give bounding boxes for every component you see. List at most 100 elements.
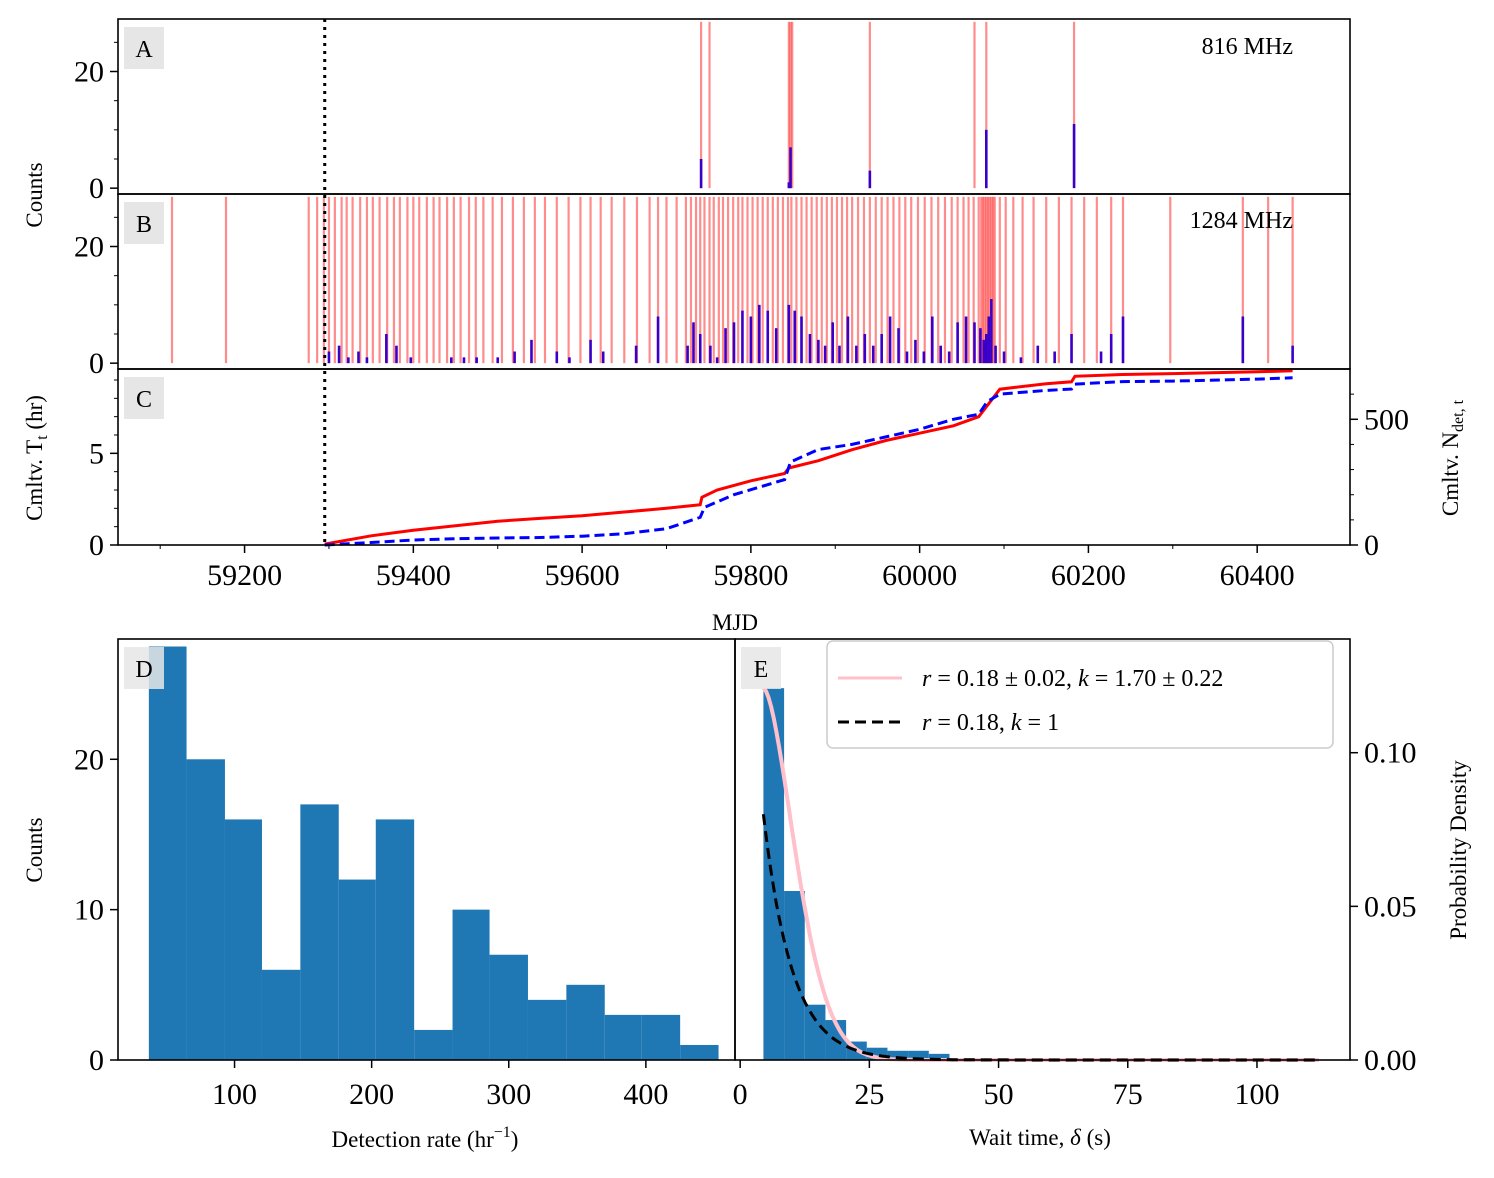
legend-exp-r: r	[922, 710, 932, 736]
x-tick-label: 59800	[713, 559, 788, 592]
legend-label-exponential: r = 0.18, k = 1	[922, 710, 1059, 736]
histogram-bar	[338, 879, 376, 1060]
histogram-bar	[763, 688, 785, 1060]
x-tick-label: 75	[1113, 1078, 1143, 1111]
x-label-e-end: (s)	[1081, 1125, 1111, 1150]
y-tick-label-right: 0.05	[1364, 890, 1417, 923]
freq-label-a: 816 MHz	[1202, 34, 1293, 60]
panel-c: 59200 59400 59600 59800 60000 60200 60400 0 5 0 50…	[89, 19, 1409, 592]
y-axis-label-c-right: Cmltv. Ndet, t	[1438, 399, 1467, 516]
y-tick-label: 0	[89, 172, 104, 205]
x-label-e-main: Wait time,	[969, 1125, 1070, 1150]
legend-weibull-mid: = 0.18 ± 0.02,	[931, 666, 1078, 692]
x-tick-label: 0	[733, 1078, 748, 1111]
y-tick-label-right: 500	[1364, 403, 1409, 436]
cumulative-detections-line	[324, 376, 1293, 547]
x-label-d-sup: −1	[494, 1124, 511, 1141]
x-label-d-main: Detection rate (hr	[332, 1127, 495, 1152]
x-tick-label: 59200	[207, 559, 282, 592]
legend-weibull-r: r	[922, 666, 932, 692]
y-label-c-unit: (hr)	[22, 395, 47, 435]
panel-label-box	[124, 647, 164, 689]
y-axis-label-e-right: Probability Density	[1446, 760, 1471, 940]
x-label-e-sym: δ	[1070, 1125, 1081, 1150]
x-tick-label: 25	[854, 1078, 884, 1111]
y-tick-label: 5	[89, 437, 104, 470]
x-tick-label: 400	[623, 1078, 668, 1111]
x-tick-label: 60200	[1051, 559, 1126, 592]
histogram-bar	[300, 804, 339, 1060]
y-axis-label-c: Cmltv. Tt (hr)	[22, 395, 51, 521]
panel-d: 100 200 300 400 0 10 20 D	[74, 638, 736, 1111]
x-tick-label: 200	[349, 1078, 394, 1111]
y-tick-label: 0	[89, 1044, 104, 1077]
histogram-bar	[641, 1014, 681, 1060]
panel-label: D	[135, 657, 152, 683]
y-tick-label-right: 0.00	[1364, 1044, 1417, 1077]
exponential-fit-curve	[761, 814, 1319, 1062]
x-axis-label-d: Detection rate (hr−1)	[332, 1124, 519, 1152]
y-tick-label: 20	[74, 231, 104, 264]
panel-frame	[734, 638, 1351, 1061]
histogram-bar	[489, 954, 528, 1060]
histogram-bar	[680, 1044, 719, 1060]
x-label-d-end: )	[511, 1127, 519, 1152]
y-tick-label-right: 0.10	[1364, 737, 1417, 770]
panel-label: B	[136, 212, 152, 238]
histogram-bar	[566, 984, 605, 1060]
legend-exp-end: = 1	[1022, 710, 1060, 736]
histogram-bar	[414, 1029, 453, 1060]
panel-label-box	[124, 202, 164, 244]
y-tick-label: 20	[74, 56, 104, 89]
panel-b: 0 20 B	[74, 193, 1351, 380]
histogram-bar	[224, 819, 262, 1060]
histogram-bar	[928, 1053, 950, 1060]
legend-e: r = 0.18 ± 0.02, k = 1.70 ± 0.22 r = 0.1…	[826, 640, 1334, 749]
histogram-bar	[148, 646, 187, 1060]
y-label-c-right-sub: det, t	[1450, 399, 1467, 432]
histogram-bar	[604, 1014, 642, 1060]
panel-a: 0 20 A	[74, 18, 1351, 205]
legend-exp-k: k	[1011, 710, 1022, 736]
x-axis-label-e: Wait time, δ (s)	[969, 1125, 1111, 1150]
panel-e: 0 25 50 75 100 0.00 0.05 0.10 E	[733, 638, 1417, 1111]
histogram-bar	[908, 1050, 929, 1060]
y-tick-label: 0	[89, 347, 104, 380]
histogram-bar	[375, 819, 415, 1060]
y-axis-label-d: Counts	[22, 817, 47, 882]
histogram-bar	[261, 969, 301, 1060]
y-label-c-sub: t	[34, 435, 51, 440]
y-label-c-main: Cmltv. T	[22, 440, 47, 521]
x-tick-label: 60400	[1220, 559, 1295, 592]
x-axis-label-c: MJD	[712, 610, 758, 635]
panel-frame	[117, 18, 1351, 195]
panel-label: E	[754, 657, 769, 683]
x-tick-label: 59400	[376, 559, 451, 592]
panel-label-box	[124, 377, 164, 419]
histogram-bar	[186, 759, 225, 1060]
legend-box	[826, 640, 1334, 749]
legend-label-weibull: r = 0.18 ± 0.02, k = 1.70 ± 0.22	[922, 666, 1223, 692]
panel-label-box	[124, 27, 164, 69]
y-label-c-right-main: Cmltv. N	[1438, 432, 1463, 517]
x-tick-label: 60000	[882, 559, 957, 592]
y-tick-label: 10	[74, 894, 104, 927]
cumulative-time-line	[324, 369, 1293, 546]
y-tick-label-right: 0	[1364, 529, 1379, 562]
panel-frame	[117, 368, 1351, 546]
panel-label: C	[136, 387, 152, 413]
histogram-bar	[887, 1050, 909, 1060]
histogram-bar	[452, 909, 490, 1060]
y-tick-label: 0	[89, 529, 104, 562]
x-tick-label: 100	[212, 1078, 257, 1111]
x-tick-label: 100	[1234, 1078, 1279, 1111]
y-tick-label: 20	[74, 743, 104, 776]
histogram-bar	[804, 1004, 826, 1060]
legend-exp-mid: = 0.18,	[931, 710, 1011, 736]
histogram-bar	[784, 890, 805, 1060]
legend-weibull-k: k	[1078, 666, 1089, 692]
histogram-bar	[527, 999, 567, 1060]
panel-label: A	[135, 37, 153, 63]
x-tick-label: 50	[984, 1078, 1014, 1111]
